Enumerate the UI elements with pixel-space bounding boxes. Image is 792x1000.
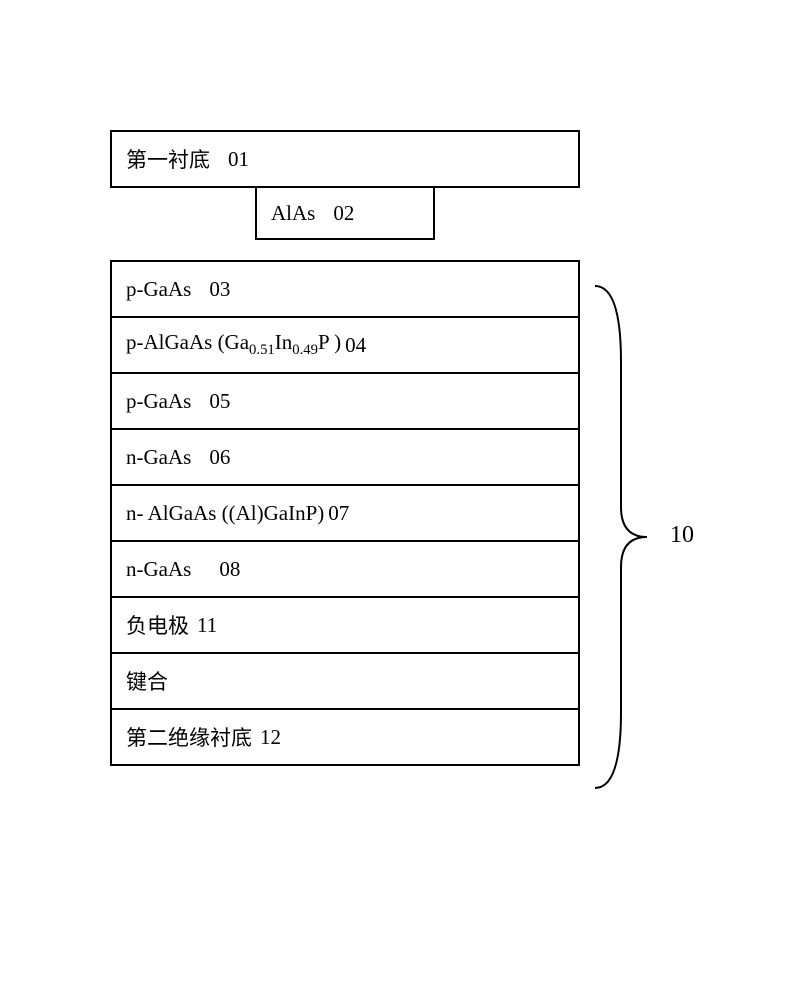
layer-number: 04 [345, 333, 366, 358]
layer-label: n- AlGaAs ((Al)GaInP) [126, 501, 324, 526]
p-gaas-03-layer: p-GaAs 03 [110, 260, 580, 318]
layer-label: n-GaAs [126, 445, 191, 470]
layer-number: 03 [209, 277, 230, 302]
p-algaas-04-layer: p-AlGaAs (Ga0.51In0.49P ) 04 [110, 316, 580, 374]
layer-number: 07 [328, 501, 349, 526]
layer-label: 第二绝缘衬底 [126, 722, 252, 752]
brace-icon [585, 282, 665, 792]
layer-label: p-GaAs [126, 389, 191, 414]
p-gaas-05-layer: p-GaAs 05 [110, 372, 580, 430]
layer-label: 第一衬底 [126, 144, 210, 174]
n-gaas-08-layer: n-GaAs 08 [110, 540, 580, 598]
negative-electrode-layer: 负电极 11 [110, 596, 580, 654]
layer-diagram: 第一衬底 01 AlAs 02 p-GaAs 03 p-AlGaAs (Ga0.… [110, 130, 690, 766]
layer-label: AlAs [271, 201, 315, 226]
alas-layer: AlAs 02 [255, 186, 435, 240]
layer-number: 08 [219, 557, 240, 582]
bonding-layer: 键合 [110, 652, 580, 710]
main-stack: p-GaAs 03 p-AlGaAs (Ga0.51In0.49P ) 04 p… [110, 260, 580, 766]
layer-label: 键合 [126, 666, 168, 696]
layer-number: 12 [260, 725, 281, 750]
layer-label: n-GaAs [126, 557, 191, 582]
substrate-1-layer: 第一衬底 01 [110, 130, 580, 188]
layer-number: 06 [209, 445, 230, 470]
layer-label: 负电极 [126, 610, 189, 640]
layer-number: 11 [197, 613, 217, 638]
layer-number: 05 [209, 389, 230, 414]
n-algaas-07-layer: n- AlGaAs ((Al)GaInP) 07 [110, 484, 580, 542]
layer-label: p-AlGaAs (Ga0.51In0.49P ) [126, 330, 341, 359]
layer-label: p-GaAs [126, 277, 191, 302]
brace-label: 10 [670, 522, 694, 549]
layer-number: 02 [333, 201, 354, 226]
layer-number: 01 [228, 147, 249, 172]
insulating-substrate-layer: 第二绝缘衬底 12 [110, 708, 580, 766]
n-gaas-06-layer: n-GaAs 06 [110, 428, 580, 486]
